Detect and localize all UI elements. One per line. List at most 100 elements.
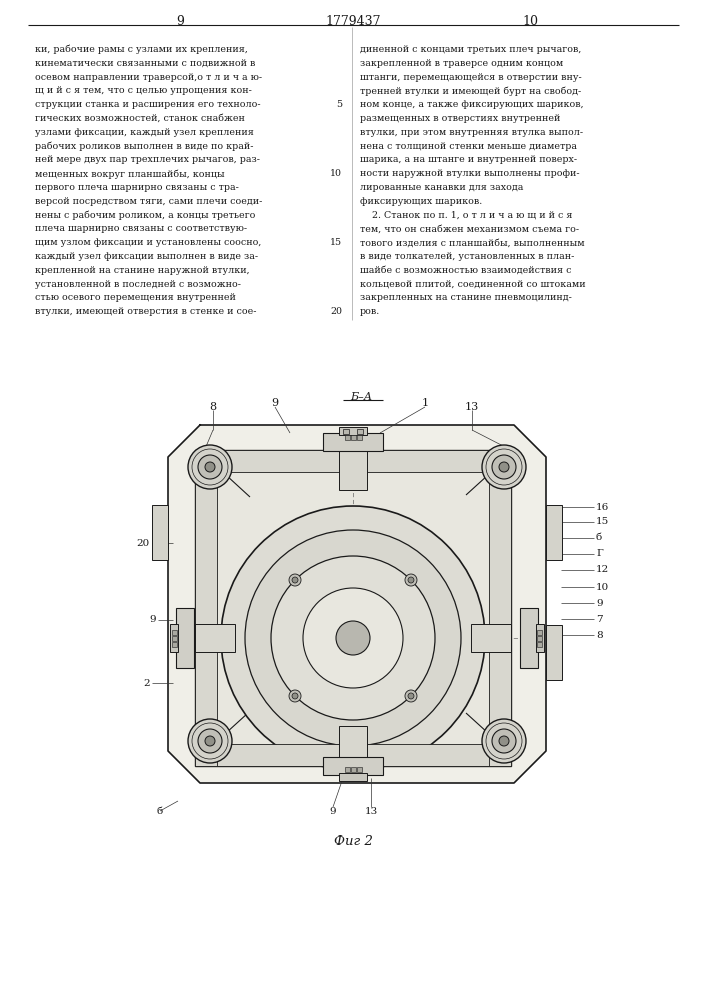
Text: диненной с концами третьих плеч рычагов,: диненной с концами третьих плеч рычагов, <box>360 45 581 54</box>
Circle shape <box>492 455 516 479</box>
Bar <box>343 429 349 434</box>
Bar <box>170 624 178 652</box>
Text: фиксирующих шариков.: фиксирующих шариков. <box>360 197 482 206</box>
Text: б: б <box>596 534 602 542</box>
Circle shape <box>499 462 509 472</box>
Bar <box>195 450 217 766</box>
Circle shape <box>292 693 298 699</box>
Text: 1779437: 1779437 <box>325 15 381 28</box>
Text: 9: 9 <box>596 598 602 607</box>
Text: 20: 20 <box>330 307 342 316</box>
Circle shape <box>499 736 509 746</box>
Circle shape <box>492 729 516 753</box>
Circle shape <box>405 574 417 586</box>
Text: Б–А: Б–А <box>350 392 372 402</box>
Bar <box>520 608 538 668</box>
Bar <box>172 642 177 647</box>
Circle shape <box>271 556 435 720</box>
Text: тового изделия с планшайбы, выполненным: тового изделия с планшайбы, выполненным <box>360 238 585 247</box>
Bar <box>351 435 356 440</box>
Text: крепленной на станине наружной втулки,: крепленной на станине наружной втулки, <box>35 266 250 275</box>
Text: 20: 20 <box>136 538 150 548</box>
Bar <box>195 744 511 766</box>
Circle shape <box>408 693 414 699</box>
Circle shape <box>289 690 301 702</box>
Circle shape <box>289 574 301 586</box>
Circle shape <box>303 588 403 688</box>
Text: ки, рабочие рамы с узлами их крепления,: ки, рабочие рамы с узлами их крепления, <box>35 45 248 54</box>
Text: тренней втулки и имеющей бурт на свобод-: тренней втулки и имеющей бурт на свобод- <box>360 86 581 96</box>
Circle shape <box>336 621 370 655</box>
Text: закрепленных на станине пневмоцилинд-: закрепленных на станине пневмоцилинд- <box>360 293 572 302</box>
Bar <box>357 435 362 440</box>
Bar <box>489 450 511 766</box>
Text: в виде толкателей, установленных в план-: в виде толкателей, установленных в план- <box>360 252 574 261</box>
Text: ней мере двух пар трехплечих рычагов, раз-: ней мере двух пар трехплечих рычагов, ра… <box>35 155 260 164</box>
Text: 9: 9 <box>329 806 337 816</box>
Text: первого плеча шарнирно связаны с тра-: первого плеча шарнирно связаны с тра- <box>35 183 239 192</box>
Text: узлами фиксации, каждый узел крепления: узлами фиксации, каждый узел крепления <box>35 128 254 137</box>
Bar <box>172 630 177 635</box>
Text: щим узлом фиксации и установлены соосно,: щим узлом фиксации и установлены соосно, <box>35 238 262 247</box>
Bar <box>537 630 542 635</box>
Text: 2: 2 <box>144 678 150 688</box>
Text: 9: 9 <box>271 398 279 408</box>
Text: 13: 13 <box>465 402 479 412</box>
Circle shape <box>245 530 461 746</box>
Bar <box>195 450 511 766</box>
Text: 8: 8 <box>596 631 602 640</box>
Text: 15: 15 <box>596 518 609 526</box>
Text: 15: 15 <box>330 238 342 247</box>
Text: мещенных вокруг планшайбы, концы: мещенных вокруг планшайбы, концы <box>35 169 225 179</box>
Text: 16: 16 <box>596 502 609 512</box>
Text: 7: 7 <box>596 614 602 624</box>
Bar <box>345 435 350 440</box>
Circle shape <box>405 690 417 702</box>
Text: 13: 13 <box>364 806 378 816</box>
Text: шайбе с возможностью взаимодействия с: шайбе с возможностью взаимодействия с <box>360 266 571 275</box>
Circle shape <box>188 445 232 489</box>
Bar <box>339 450 367 490</box>
Text: тем, что он снабжен механизмом съема го-: тем, что он снабжен механизмом съема го- <box>360 224 579 233</box>
Text: плеча шарнирно связаны с соответствую-: плеча шарнирно связаны с соответствую- <box>35 224 247 233</box>
Text: ном конце, а также фиксирующих шариков,: ном конце, а также фиксирующих шариков, <box>360 100 583 109</box>
Bar <box>537 636 542 641</box>
Circle shape <box>482 445 526 489</box>
Bar <box>339 726 367 766</box>
Text: 10: 10 <box>596 582 609 591</box>
Text: штанги, перемещающейся в отверстии вну-: штанги, перемещающейся в отверстии вну- <box>360 73 582 82</box>
Bar <box>345 767 350 772</box>
Text: втулки, имеющей отверстия в стенке и сое-: втулки, имеющей отверстия в стенке и сое… <box>35 307 257 316</box>
Text: шарика, а на штанге и внутренней поверх-: шарика, а на штанге и внутренней поверх- <box>360 155 577 164</box>
Text: 9: 9 <box>149 615 156 624</box>
Text: щ и й с я тем, что с целью упрощения кон-: щ и й с я тем, что с целью упрощения кон… <box>35 86 252 95</box>
Text: 10: 10 <box>522 15 538 28</box>
Text: 10: 10 <box>330 169 342 178</box>
Text: 8: 8 <box>209 402 216 412</box>
Bar <box>339 773 367 781</box>
Bar <box>351 767 356 772</box>
Polygon shape <box>168 425 546 783</box>
Circle shape <box>408 577 414 583</box>
Circle shape <box>482 719 526 763</box>
Circle shape <box>188 719 232 763</box>
Bar <box>195 450 511 472</box>
Text: Фиг 2: Фиг 2 <box>334 835 373 848</box>
Text: стью осевого перемещения внутренней: стью осевого перемещения внутренней <box>35 293 236 302</box>
Text: установленной в последней с возможно-: установленной в последней с возможно- <box>35 280 241 289</box>
Text: гических возможностей, станок снабжен: гических возможностей, станок снабжен <box>35 114 245 123</box>
Bar <box>176 608 194 668</box>
Bar <box>323 433 383 451</box>
Bar <box>195 624 235 652</box>
Bar <box>546 625 562 680</box>
Text: 9: 9 <box>176 15 184 28</box>
Text: ров.: ров. <box>360 307 380 316</box>
Text: кольцевой плитой, соединенной со штоками: кольцевой плитой, соединенной со штоками <box>360 280 585 289</box>
Bar <box>172 636 177 641</box>
Circle shape <box>198 455 222 479</box>
Bar <box>357 767 362 772</box>
Bar <box>152 505 168 560</box>
Text: 12: 12 <box>596 566 609 574</box>
Text: осевом направлении траверсой,о т л и ч а ю-: осевом направлении траверсой,о т л и ч а… <box>35 73 262 82</box>
Bar <box>536 624 544 652</box>
